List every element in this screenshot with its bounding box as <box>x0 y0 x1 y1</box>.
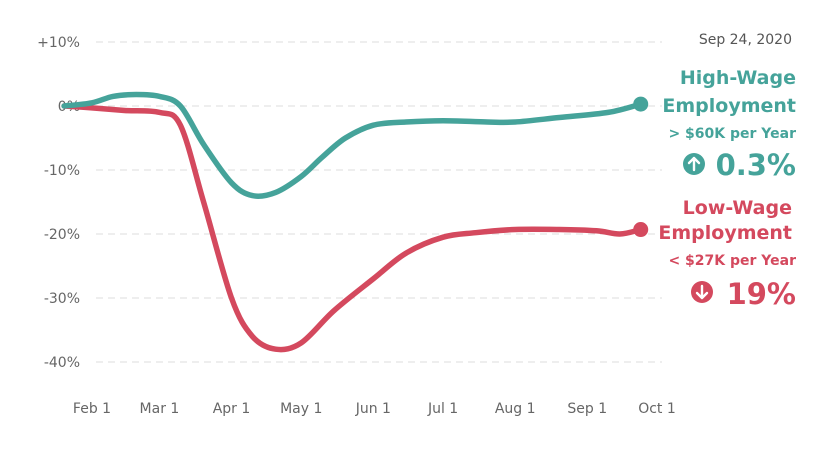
y-tick-label: -10% <box>44 163 80 179</box>
date-label: Sep 24, 2020 <box>699 32 792 48</box>
low-wage-subtitle: < $27K per Year <box>668 253 796 269</box>
low-wage-end-point <box>633 222 649 238</box>
low-wage-title-line2: Employment <box>658 222 792 244</box>
x-tick-label: Apr 1 <box>213 401 251 417</box>
series-end-markers <box>633 96 649 238</box>
high-wage-title-line2: Employment <box>662 95 796 117</box>
x-tick-label: Oct 1 <box>638 401 676 417</box>
x-tick-label: Aug 1 <box>495 401 536 417</box>
x-tick-label: Jul 1 <box>427 401 458 417</box>
grid-lines <box>96 41 662 363</box>
y-tick-label: -40% <box>44 355 80 371</box>
x-tick-label: Mar 1 <box>140 401 180 417</box>
high-wage-line <box>61 91 644 199</box>
low-wage-change: 19% <box>727 277 796 311</box>
x-tick-label: Jun 1 <box>355 401 391 417</box>
legend-high-wage: High-Wage Employment > $60K per Year 0.3… <box>662 67 796 182</box>
y-tick-label: -30% <box>44 291 80 307</box>
x-tick-label: Sep 1 <box>567 401 607 417</box>
arrow-down-icon <box>691 281 713 303</box>
y-tick-label: -20% <box>44 227 80 243</box>
y-axis-tick-labels: +10%0%-10%-20%-30%-40% <box>37 35 80 371</box>
x-axis-tick-labels: Feb 1 Mar 1 Apr 1 May 1 Jun 1 Jul 1 Aug 1 Sep 1… <box>73 401 676 417</box>
x-tick-label: May 1 <box>280 401 322 417</box>
arrow-up-icon <box>683 153 705 175</box>
low-wage-line <box>61 103 644 353</box>
high-wage-subtitle: > $60K per Year <box>668 126 796 142</box>
low-wage-title: Low-Wage <box>683 197 792 219</box>
high-wage-change: 0.3% <box>716 148 796 182</box>
high-wage-title: High-Wage <box>680 67 796 89</box>
y-tick-label: +10% <box>37 35 80 51</box>
x-tick-label: Feb 1 <box>73 401 111 417</box>
high-wage-end-point <box>633 96 649 112</box>
series-lines <box>61 91 644 353</box>
legend-low-wage: Low-Wage Employment < $27K per Year 19% <box>658 197 796 311</box>
